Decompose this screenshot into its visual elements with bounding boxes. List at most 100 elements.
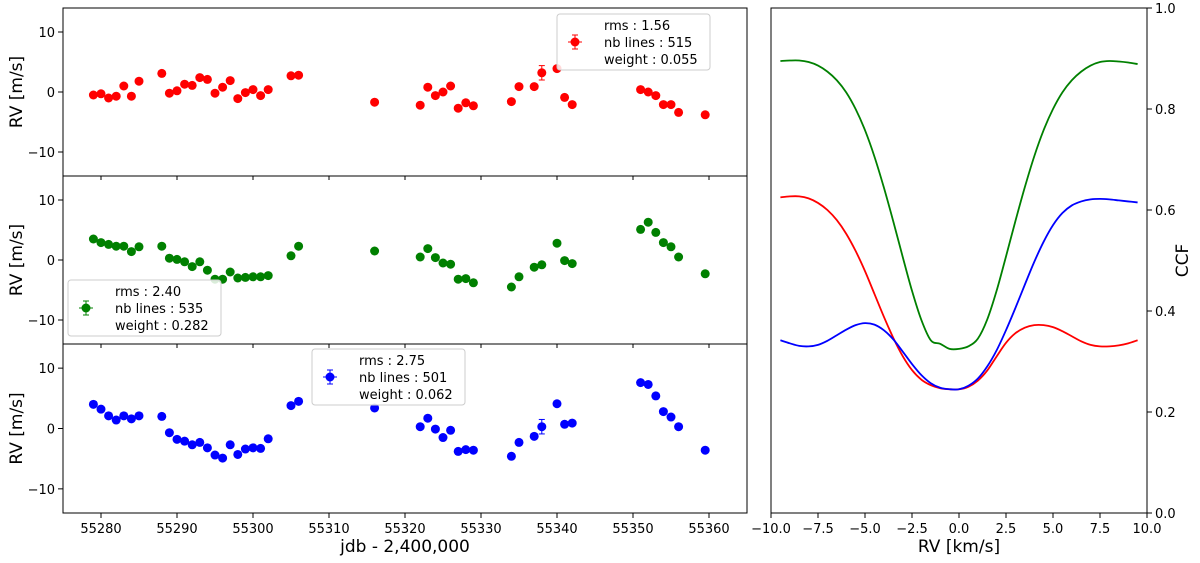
data-point <box>643 87 653 97</box>
y-tick-label: 0.0 <box>1155 507 1176 522</box>
x-tick-label: 55360 <box>688 522 729 537</box>
y-axis-label: RV [m/s] <box>7 56 27 128</box>
ccf-line-red <box>780 195 1138 391</box>
legend-marker <box>81 303 91 313</box>
y-axis-label: RV [m/s] <box>7 392 27 464</box>
data-point <box>263 85 273 95</box>
data-point <box>195 437 205 447</box>
data-point <box>286 71 296 81</box>
x-axis-label: RV [km/s] <box>918 537 1000 557</box>
data-point <box>180 257 190 267</box>
data-point <box>666 242 676 252</box>
data-point <box>286 401 296 411</box>
data-point <box>96 89 106 99</box>
data-point <box>560 92 570 102</box>
data-point <box>651 391 661 401</box>
legend-nb-lines: nb lines : 501 <box>359 371 447 386</box>
data-point <box>263 271 273 281</box>
x-tick-label: 5.0 <box>1043 522 1064 537</box>
data-point <box>666 100 676 110</box>
data-point <box>537 68 547 78</box>
axes-frame <box>62 343 748 514</box>
data-point <box>446 425 456 435</box>
data-point <box>666 412 676 422</box>
data-point <box>700 445 710 455</box>
x-tick-label: 7.5 <box>1090 522 1111 537</box>
data-point <box>111 415 121 425</box>
data-point <box>225 440 235 450</box>
legend-marker <box>570 37 580 47</box>
data-point <box>674 107 684 117</box>
y-tick-label: −10 <box>28 314 55 329</box>
data-point <box>643 379 653 389</box>
data-point <box>126 91 136 101</box>
data-point <box>119 241 129 251</box>
data-point <box>514 82 524 92</box>
data-point <box>370 246 380 256</box>
data-point <box>88 399 98 409</box>
data-point <box>674 422 684 432</box>
x-tick-label: 55350 <box>612 522 653 537</box>
x-axis-label: jdb - 2,400,000 <box>339 537 470 557</box>
ccf-line-blue <box>780 197 1138 391</box>
ccf-panel: −10.0 −7.5 −5.0 −2.5 0.0 2.5 5.0 7.5 10.00.00.20… <box>751 2 1193 557</box>
data-point <box>294 396 304 406</box>
data-point <box>529 431 539 441</box>
data-point <box>468 101 478 111</box>
legend-rms: rms : 2.40 <box>115 285 181 300</box>
data-point <box>453 274 463 284</box>
legend-box <box>67 279 222 337</box>
data-point <box>438 87 448 97</box>
data-point <box>461 98 471 108</box>
y-axis-label: RV [m/s] <box>7 224 27 296</box>
data-point <box>172 86 182 96</box>
data-point <box>446 81 456 91</box>
data-point <box>180 79 190 89</box>
data-point <box>195 257 205 267</box>
data-point <box>370 97 380 107</box>
x-tick-label: −2.5 <box>896 522 928 537</box>
data-point <box>218 82 228 92</box>
rv-panel-1: −10 0 10 RV [m/s] rms : 1.56 nb lines : 515 we… <box>7 7 748 180</box>
y-tick-label: 0.8 <box>1155 103 1176 118</box>
data-point <box>552 238 562 248</box>
data-point <box>210 450 220 460</box>
data-point <box>423 82 433 92</box>
data-point <box>96 404 106 414</box>
x-tick-label: 2.5 <box>996 522 1017 537</box>
y-tick-label: 0 <box>47 86 55 101</box>
data-point <box>506 451 516 461</box>
x-tick-label: 55320 <box>384 522 425 537</box>
legend-rms: rms : 1.56 <box>604 19 670 34</box>
data-point <box>202 74 212 84</box>
data-point <box>240 88 250 98</box>
data-point <box>96 238 106 248</box>
data-point <box>157 241 167 251</box>
data-point <box>643 217 653 227</box>
data-point <box>195 73 205 83</box>
data-point <box>567 418 577 428</box>
x-tick-label: 55300 <box>232 522 273 537</box>
data-point <box>658 407 668 417</box>
data-point <box>651 91 661 101</box>
data-point <box>164 253 174 263</box>
rv-panel-3: −10 0 10 55280 55290 55300 55310 55320 55330 5534… <box>7 343 748 557</box>
data-point <box>218 453 228 463</box>
legend: rms : 2.75 nb lines : 501 weight : 0.062 <box>311 348 466 406</box>
y-tick-label: 1.0 <box>1155 2 1176 17</box>
data-point <box>468 278 478 288</box>
x-tick-label: 55290 <box>156 522 197 537</box>
rv-panel-2: −10 0 10 RV [m/s] rms : 2.40 nb lines : 535 we… <box>7 175 748 348</box>
data-point <box>104 93 114 103</box>
legend-weight: weight : 0.055 <box>604 53 698 68</box>
legend-nb-lines: nb lines : 515 <box>604 36 692 51</box>
data-point <box>514 437 524 447</box>
data-point <box>225 76 235 86</box>
y-tick-label: −10 <box>28 146 55 161</box>
data-point <box>134 411 144 421</box>
data-point <box>514 272 524 282</box>
data-point <box>233 273 243 283</box>
y-tick-label: 0.4 <box>1155 305 1176 320</box>
legend-box <box>556 13 711 71</box>
data-point <box>468 445 478 455</box>
